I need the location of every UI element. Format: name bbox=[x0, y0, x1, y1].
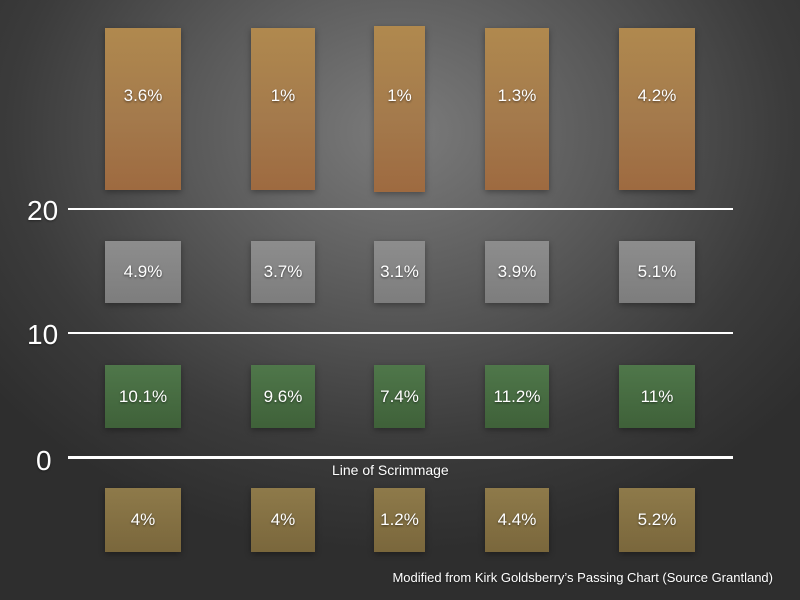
deep-zone-tile-5: 4.2% bbox=[619, 28, 695, 190]
behind-scrimmage-zone-label-2: 4% bbox=[270, 510, 296, 529]
short-zone-label-2: 9.6% bbox=[263, 386, 303, 406]
intermediate-zone-tile-5: 5.1% bbox=[619, 241, 695, 303]
yard-line-10 bbox=[68, 332, 733, 334]
deep-zone-tile-1: 3.6% bbox=[105, 28, 181, 190]
short-zone-label-1: 10.1% bbox=[118, 386, 168, 406]
behind-scrimmage-zone-tile-5: 5.2% bbox=[619, 488, 695, 552]
behind-scrimmage-zone-label-3: 1.2% bbox=[380, 510, 419, 529]
deep-zone-tile-4: 1.3% bbox=[485, 28, 549, 190]
intermediate-zone-label-4: 3.9% bbox=[497, 262, 537, 281]
intermediate-zone-label-5: 5.1% bbox=[637, 262, 677, 281]
short-zone-tile-5: 11% bbox=[619, 365, 695, 428]
behind-scrimmage-zone-label-1: 4% bbox=[130, 510, 156, 529]
line-of-scrimmage bbox=[68, 456, 733, 459]
intermediate-zone-tile-3: 3.1% bbox=[374, 241, 425, 303]
short-zone-label-3: 7.4% bbox=[380, 386, 419, 406]
intermediate-zone-label-2: 3.7% bbox=[263, 262, 303, 281]
behind-scrimmage-zone-tile-2: 4% bbox=[251, 488, 315, 552]
source-note: Modified from Kirk Goldsberry’s Passing … bbox=[392, 570, 773, 585]
yard-label-20: 20 bbox=[27, 195, 59, 226]
behind-scrimmage-zone-label-4: 4.4% bbox=[497, 510, 537, 529]
yard-line-20 bbox=[68, 208, 733, 210]
yard-label-0: 0 bbox=[36, 445, 52, 476]
intermediate-zone-tile-1: 4.9% bbox=[105, 241, 181, 303]
deep-zone-label-1: 3.6% bbox=[123, 86, 163, 105]
behind-scrimmage-zone-tile-3: 1.2% bbox=[374, 488, 425, 552]
intermediate-zone-label-1: 4.9% bbox=[123, 262, 163, 281]
line-of-scrimmage-label: Line of Scrimmage bbox=[332, 462, 449, 478]
deep-zone-label-5: 4.2% bbox=[637, 86, 677, 105]
yard-label-10: 10 bbox=[27, 319, 59, 350]
short-zone-label-5: 11% bbox=[640, 386, 674, 406]
short-zone-label-4: 11.2% bbox=[493, 386, 541, 406]
intermediate-zone-tile-2: 3.7% bbox=[251, 241, 315, 303]
deep-zone-label-3: 1% bbox=[387, 86, 412, 105]
behind-scrimmage-zone-tile-1: 4% bbox=[105, 488, 181, 552]
behind-scrimmage-zone-label-5: 5.2% bbox=[637, 510, 677, 529]
short-zone-tile-3: 7.4% bbox=[374, 365, 425, 428]
deep-zone-label-4: 1.3% bbox=[497, 86, 537, 105]
short-zone-tile-1: 10.1% bbox=[105, 365, 181, 428]
deep-zone-label-2: 1% bbox=[270, 86, 296, 105]
intermediate-zone-tile-4: 3.9% bbox=[485, 241, 549, 303]
behind-scrimmage-zone-tile-4: 4.4% bbox=[485, 488, 549, 552]
deep-zone-tile-2: 1% bbox=[251, 28, 315, 190]
short-zone-tile-2: 9.6% bbox=[251, 365, 315, 428]
intermediate-zone-label-3: 3.1% bbox=[380, 262, 419, 281]
short-zone-tile-4: 11.2% bbox=[485, 365, 549, 428]
deep-zone-tile-3: 1% bbox=[374, 26, 425, 192]
